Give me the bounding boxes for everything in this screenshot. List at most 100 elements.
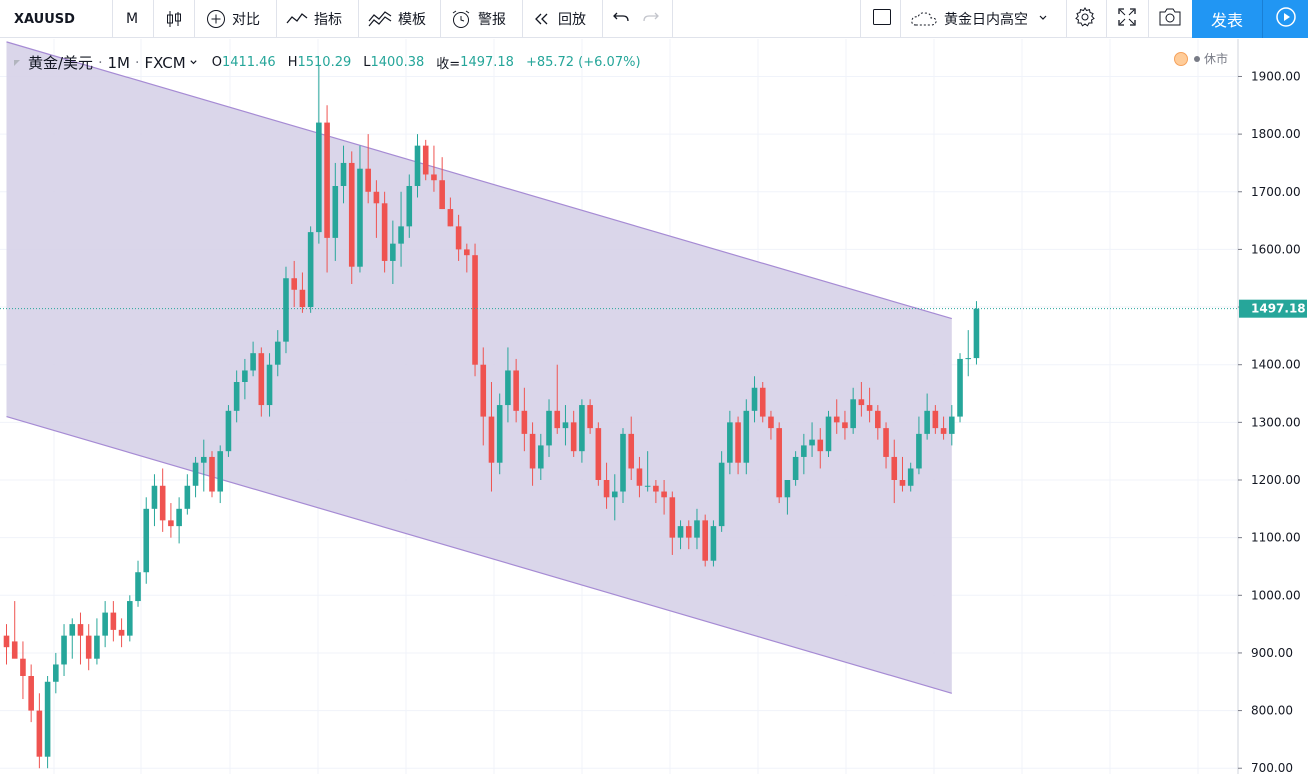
candle-body <box>595 428 602 480</box>
candle-body <box>669 497 676 538</box>
candle-body <box>710 526 717 561</box>
candle-body <box>875 410 881 429</box>
expand-icon <box>1117 7 1137 31</box>
candle-body <box>842 422 848 429</box>
candle-body <box>883 428 889 457</box>
candle-body <box>455 226 462 250</box>
expand-button[interactable] <box>1117 0 1137 38</box>
candle <box>529 422 536 486</box>
candle-body <box>332 186 339 238</box>
candle-body <box>36 710 43 757</box>
candle-body <box>44 681 51 757</box>
candle-body <box>751 387 758 411</box>
candle <box>414 134 421 198</box>
legend-open-value: 1411.46 <box>221 55 276 70</box>
toolbar-divider <box>1106 0 1107 38</box>
candle <box>299 272 306 313</box>
candle <box>250 341 256 377</box>
candle <box>817 428 824 469</box>
candle <box>496 393 503 475</box>
legend-low-label: L <box>363 55 371 70</box>
candle <box>110 601 117 642</box>
candle <box>143 497 150 584</box>
candle-body <box>825 416 832 452</box>
candle-body <box>488 416 495 463</box>
candle <box>176 497 182 544</box>
candle <box>546 399 552 457</box>
legend-chevron-icon[interactable] <box>189 55 198 71</box>
candle-body <box>891 456 898 480</box>
legend-interval: 1M <box>107 53 131 72</box>
legend-dot: · <box>98 54 103 71</box>
symbol-search-button[interactable]: XAUUSD <box>14 0 75 38</box>
candle <box>727 410 733 475</box>
publish-label: 发表 <box>1210 11 1243 30</box>
candle <box>784 480 791 515</box>
candle-body <box>184 485 191 509</box>
candle <box>595 422 602 486</box>
candle-body <box>316 122 322 233</box>
indicators-button[interactable]: 指标 <box>286 0 342 38</box>
play-button[interactable] <box>1262 0 1308 38</box>
channel-lower-line <box>6 416 952 694</box>
candle <box>965 330 972 377</box>
market-closed-icon <box>1174 51 1188 66</box>
candle-body <box>274 341 281 365</box>
candle <box>332 162 339 261</box>
undo-button[interactable] <box>612 0 630 38</box>
candle <box>866 387 873 423</box>
candle <box>94 618 100 665</box>
candle-body <box>817 439 824 452</box>
snapshot-button[interactable] <box>1158 0 1182 38</box>
price-chart[interactable]: 1900.001800.001700.001600.001500.001400.… <box>0 39 1308 774</box>
candle-body <box>258 353 265 406</box>
candle-body <box>151 485 158 509</box>
toolbar-divider <box>194 0 195 38</box>
fullscreen-toggle-button[interactable] <box>872 0 892 38</box>
candle-body <box>603 480 610 498</box>
legend-symbol[interactable]: 黄金/美元 <box>28 54 94 72</box>
candle-body <box>907 468 914 486</box>
candle <box>587 399 593 434</box>
layout-select-button[interactable]: 黄金日内高空 <box>910 0 1048 38</box>
indicators-label: 指标 <box>314 12 342 28</box>
candle <box>858 382 865 417</box>
toolbar-divider <box>440 0 441 38</box>
chart-type-button[interactable] <box>164 0 190 38</box>
candle-body <box>200 456 207 463</box>
candle <box>694 508 700 550</box>
compare-button[interactable]: 对比 <box>206 0 260 38</box>
candle <box>759 382 766 423</box>
candle <box>406 174 413 238</box>
toolbar-divider <box>276 0 277 38</box>
price-axis-label: 900.00 <box>1251 646 1293 660</box>
candle <box>85 624 92 671</box>
candle <box>61 624 67 676</box>
candle-body <box>899 480 906 486</box>
candle-body <box>77 624 84 636</box>
candle <box>390 220 396 284</box>
publish-button[interactable]: 发表 <box>1192 0 1262 38</box>
chevron-down-icon <box>1038 11 1048 27</box>
candle <box>135 560 141 607</box>
alert-button[interactable]: 警报 <box>450 0 506 38</box>
interval-button[interactable]: M <box>126 0 138 38</box>
replay-button[interactable]: 回放 <box>532 0 586 38</box>
candle-body <box>554 410 561 429</box>
candle-body <box>653 485 659 492</box>
redo-button[interactable] <box>642 0 660 38</box>
candle-body <box>521 410 528 434</box>
candle <box>200 439 207 492</box>
settings-button[interactable] <box>1074 0 1096 38</box>
interval-label: M <box>126 11 139 27</box>
price-axis-bg <box>1238 39 1308 774</box>
channel-upper-line <box>6 41 952 320</box>
candle-body <box>718 462 725 527</box>
templates-button[interactable]: 模板 <box>368 0 426 38</box>
alert-label: 警报 <box>478 12 506 28</box>
gear-icon <box>1074 6 1096 32</box>
legend-high-label: H <box>287 55 298 70</box>
price-axis-label: 1700.00 <box>1251 185 1301 199</box>
candle-body <box>390 243 396 261</box>
legend-collapse-icon[interactable] <box>14 59 20 66</box>
